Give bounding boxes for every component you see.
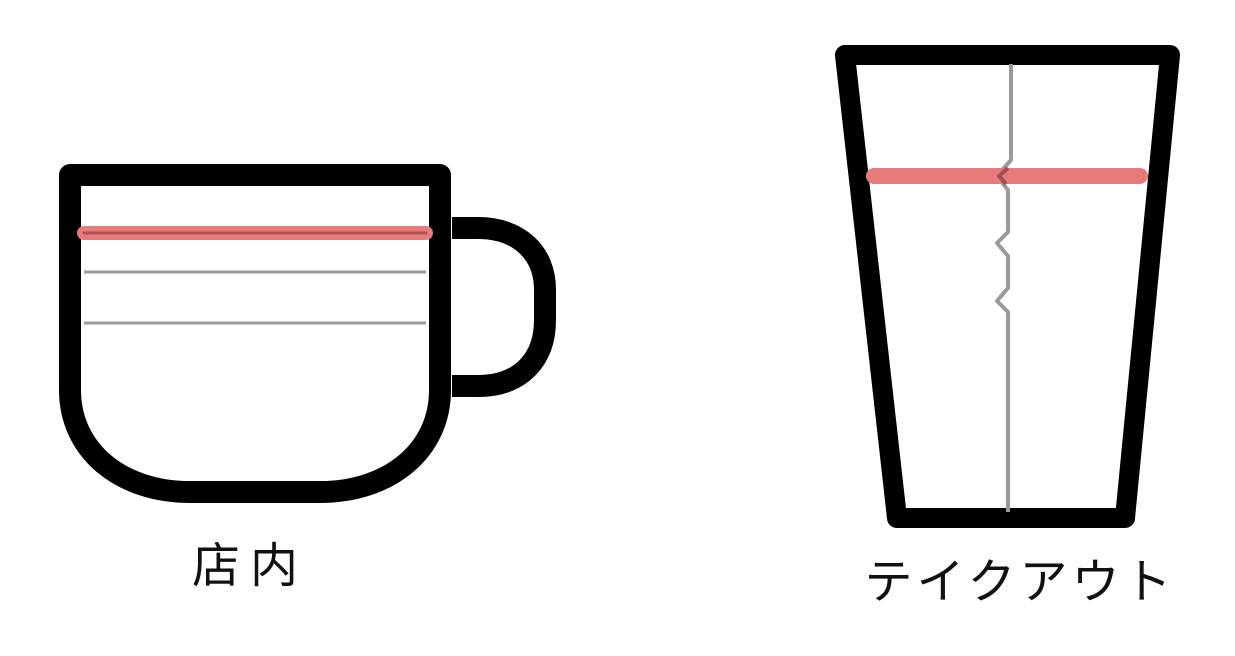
cup-seam-overlap — [997, 166, 1010, 186]
takeout-cup-icon — [835, 45, 1180, 528]
mug-body — [59, 164, 451, 503]
mug-icon — [59, 164, 556, 503]
takeout-label: テイクアウト — [864, 554, 1176, 610]
dine-in-label: 店内 — [191, 538, 308, 594]
mug-handle — [452, 217, 556, 397]
